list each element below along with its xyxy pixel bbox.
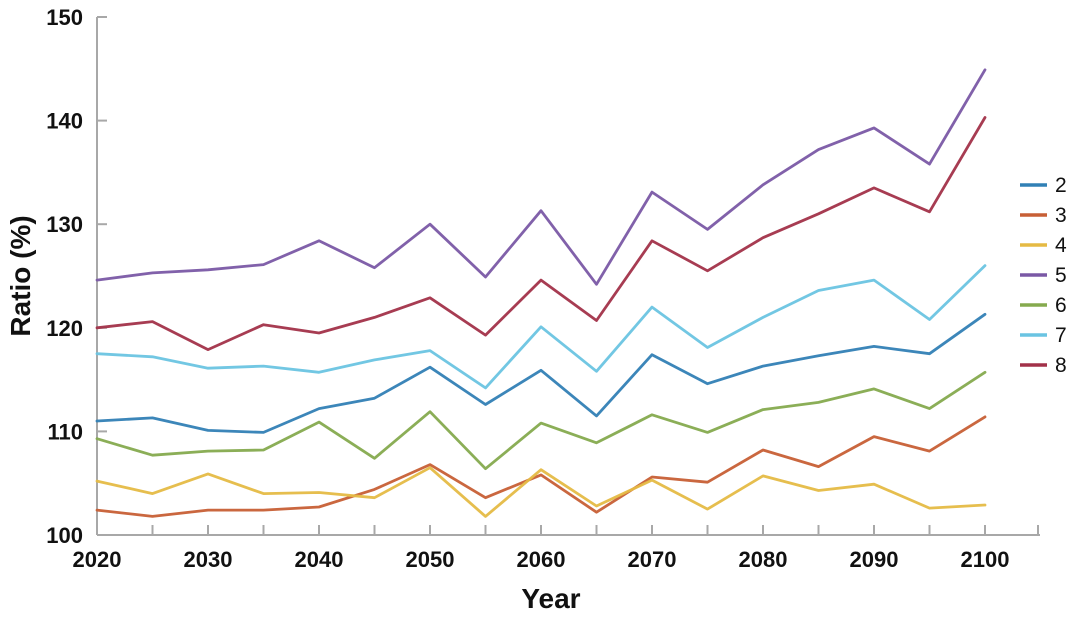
x-tick-label: 2050 [406, 547, 455, 572]
legend-item-2: 2 [1020, 174, 1067, 197]
series-line-8 [95, 116, 987, 352]
series-line-7 [95, 264, 987, 390]
legend-label-2: 2 [1055, 174, 1067, 197]
x-tick-label: 2090 [850, 547, 899, 572]
series-line-5 [95, 68, 987, 286]
legend-item-7: 7 [1020, 324, 1067, 347]
legend-item-3: 3 [1020, 204, 1067, 227]
y-tick-label: 120 [46, 316, 83, 341]
y-tick-label: 100 [46, 523, 83, 548]
legend-label-3: 3 [1055, 204, 1067, 227]
x-tick-label: 2100 [961, 547, 1010, 572]
series-line-3 [95, 415, 987, 518]
y-tick-label: 110 [48, 419, 84, 444]
legend-label-5: 5 [1055, 264, 1067, 287]
legend-label-6: 6 [1055, 294, 1067, 317]
legend-item-8: 8 [1020, 354, 1067, 377]
legend-label-4: 4 [1055, 234, 1067, 257]
y-tick-label: 150 [46, 5, 83, 30]
series-line-6 [95, 370, 987, 471]
legend-label-8: 8 [1055, 354, 1067, 377]
x-tick-label: 2040 [295, 547, 344, 572]
y-tick-label: 140 [46, 109, 83, 134]
legend-item-4: 4 [1020, 234, 1067, 257]
series-line-2 [95, 312, 987, 434]
x-tick-label: 2020 [73, 547, 122, 572]
series-line-4 [95, 466, 987, 518]
legend: 2 3 4 5 6 7 8 [1020, 174, 1067, 377]
legend-item-6: 6 [1020, 294, 1067, 317]
y-axis-label: Ratio (%) [5, 215, 36, 336]
x-tick-label: 2070 [628, 547, 677, 572]
x-tick-label: 2030 [184, 547, 233, 572]
legend-label-7: 7 [1055, 324, 1067, 347]
x-tick-label: 2060 [517, 547, 566, 572]
x-axis-label: Year [521, 583, 580, 614]
y-tick-label: 130 [46, 212, 83, 237]
x-tick-label: 2080 [739, 547, 788, 572]
legend-item-5: 5 [1020, 264, 1067, 287]
